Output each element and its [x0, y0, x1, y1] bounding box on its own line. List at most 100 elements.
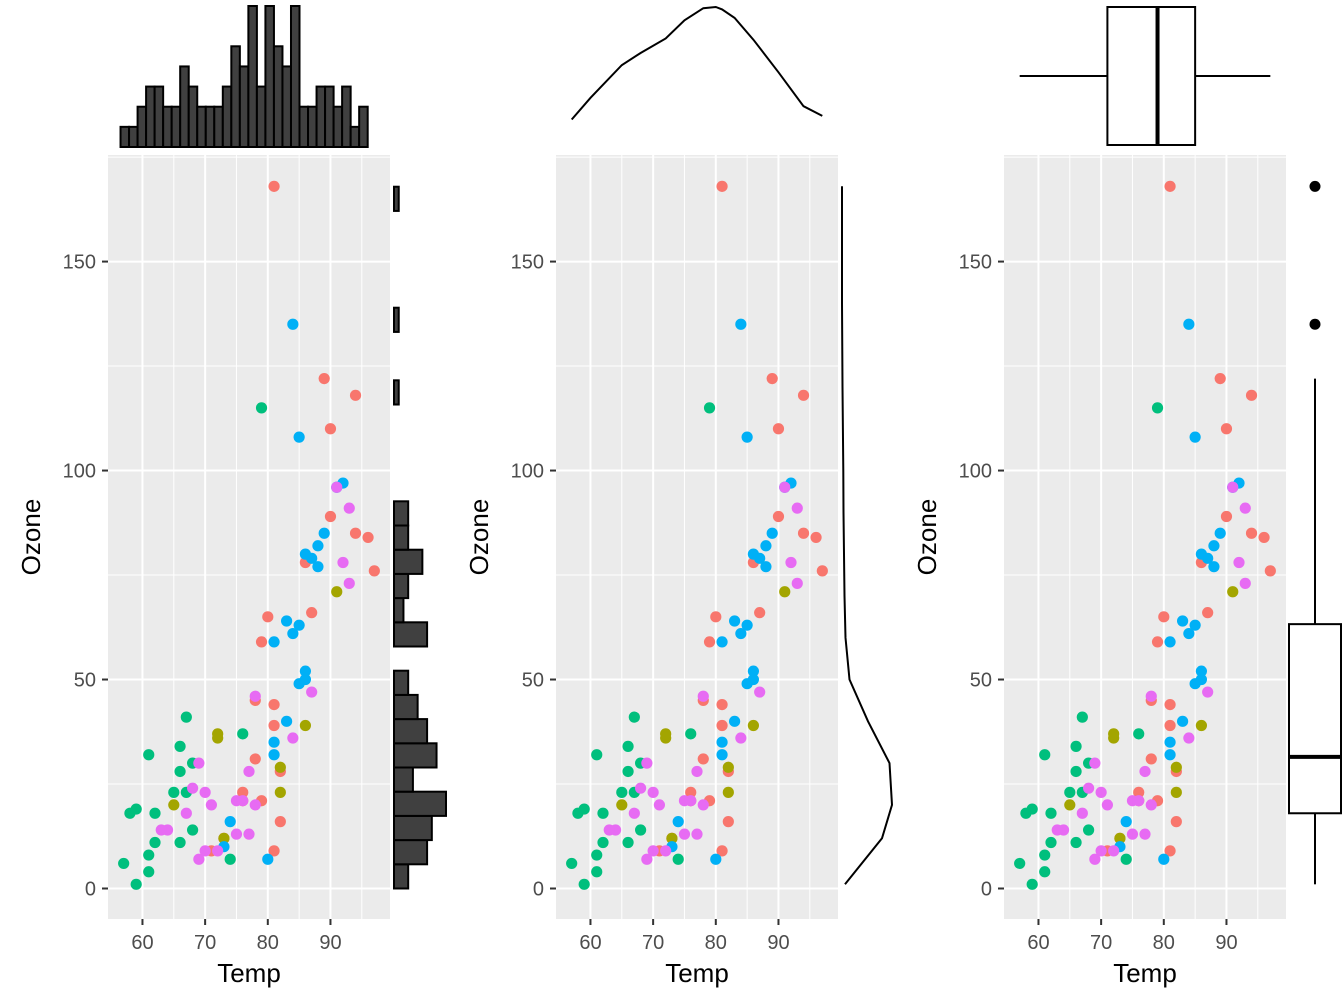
- data-point: [666, 832, 678, 844]
- boxplot-outlier: [1309, 180, 1321, 192]
- histogram-bar: [393, 839, 429, 866]
- top-marginal-density: [570, 5, 823, 121]
- data-point: [1139, 765, 1151, 778]
- histogram-bar: [393, 814, 433, 842]
- x-tick-label: 90: [319, 932, 341, 954]
- data-point: [1189, 431, 1201, 443]
- data-point: [1083, 824, 1095, 836]
- data-point: [735, 627, 747, 640]
- data-point: [1151, 402, 1164, 414]
- data-point: [343, 577, 355, 589]
- data-point: [741, 431, 753, 443]
- data-point: [224, 853, 236, 865]
- histogram-bar: [128, 125, 139, 148]
- histogram-bar: [238, 65, 250, 148]
- data-point: [1151, 636, 1164, 648]
- data-point: [1183, 627, 1195, 640]
- data-point: [368, 565, 380, 577]
- data-point: [255, 402, 268, 414]
- data-point: [1239, 577, 1251, 589]
- data-point: [628, 807, 640, 819]
- data-point: [1133, 728, 1145, 740]
- data-point: [772, 423, 785, 435]
- histogram-bar: [119, 125, 131, 148]
- data-point: [747, 719, 760, 732]
- data-point: [274, 816, 286, 828]
- data-point: [1039, 749, 1051, 761]
- data-point: [1189, 678, 1201, 690]
- y-tick-label: 150: [959, 252, 992, 274]
- data-point: [797, 389, 810, 401]
- plot-background: [1004, 155, 1286, 919]
- data-point: [1120, 853, 1132, 865]
- data-point: [1245, 527, 1258, 539]
- data-point: [268, 845, 280, 857]
- data-point: [647, 845, 659, 857]
- histogram-bar: [247, 5, 258, 148]
- data-point: [779, 481, 791, 493]
- axis-ticks: 60 70 80 90 0 50 100 150: [63, 252, 342, 954]
- data-point: [1233, 556, 1245, 569]
- histogram-bar: [170, 105, 182, 148]
- data-point: [268, 698, 280, 711]
- histogram-bar: [393, 548, 424, 575]
- boxplot-outlier: [1309, 318, 1321, 330]
- histogram-bar: [393, 597, 405, 624]
- histogram-bar: [255, 85, 267, 148]
- data-point: [1120, 816, 1132, 828]
- data-point: [237, 795, 249, 807]
- data-point: [1214, 372, 1226, 385]
- data-point: [1227, 481, 1239, 493]
- histogram-bar: [349, 125, 361, 148]
- data-point: [735, 732, 747, 744]
- data-point: [1158, 611, 1170, 623]
- data-point: [1202, 552, 1214, 564]
- data-point: [1208, 561, 1220, 573]
- data-point: [1170, 786, 1182, 798]
- data-point: [779, 586, 791, 598]
- data-point: [716, 749, 728, 761]
- y-tick-label: 150: [511, 252, 544, 274]
- data-point: [1164, 636, 1176, 648]
- data-point: [716, 719, 728, 732]
- data-point: [174, 740, 186, 752]
- y-tick-label: 100: [959, 461, 992, 483]
- histogram-bar: [289, 5, 301, 148]
- data-point: [268, 636, 280, 648]
- data-point: [1208, 540, 1220, 552]
- data-point: [324, 423, 337, 435]
- data-point: [149, 836, 161, 849]
- data-point: [785, 556, 797, 569]
- histogram-bar: [393, 306, 400, 333]
- data-point: [143, 849, 155, 861]
- y-tick-label: 50: [522, 670, 544, 692]
- data-point: [716, 736, 728, 748]
- data-point: [1245, 389, 1258, 401]
- data-point: [118, 857, 130, 870]
- histogram-bar: [393, 524, 410, 551]
- data-point: [1026, 878, 1038, 890]
- data-point: [1164, 749, 1176, 761]
- data-point: [766, 372, 778, 385]
- x-tick-label: 80: [705, 932, 727, 954]
- data-point: [622, 740, 634, 752]
- data-point: [1202, 686, 1214, 698]
- histogram-bar: [341, 85, 352, 148]
- data-point: [1202, 607, 1214, 619]
- grid-lines: [556, 155, 838, 919]
- data-point: [716, 698, 728, 711]
- data-point: [205, 799, 217, 811]
- data-point: [262, 611, 274, 623]
- data-point: [660, 845, 672, 857]
- data-point: [772, 510, 785, 523]
- data-point: [199, 786, 211, 798]
- data-point: [180, 711, 192, 723]
- data-point: [349, 389, 362, 401]
- data-point: [187, 782, 199, 794]
- data-point: [1108, 845, 1120, 857]
- data-point: [1183, 732, 1195, 744]
- histogram-bar: [153, 85, 165, 148]
- histogram-bar: [393, 693, 419, 721]
- right-marginal-histogram: [393, 185, 447, 890]
